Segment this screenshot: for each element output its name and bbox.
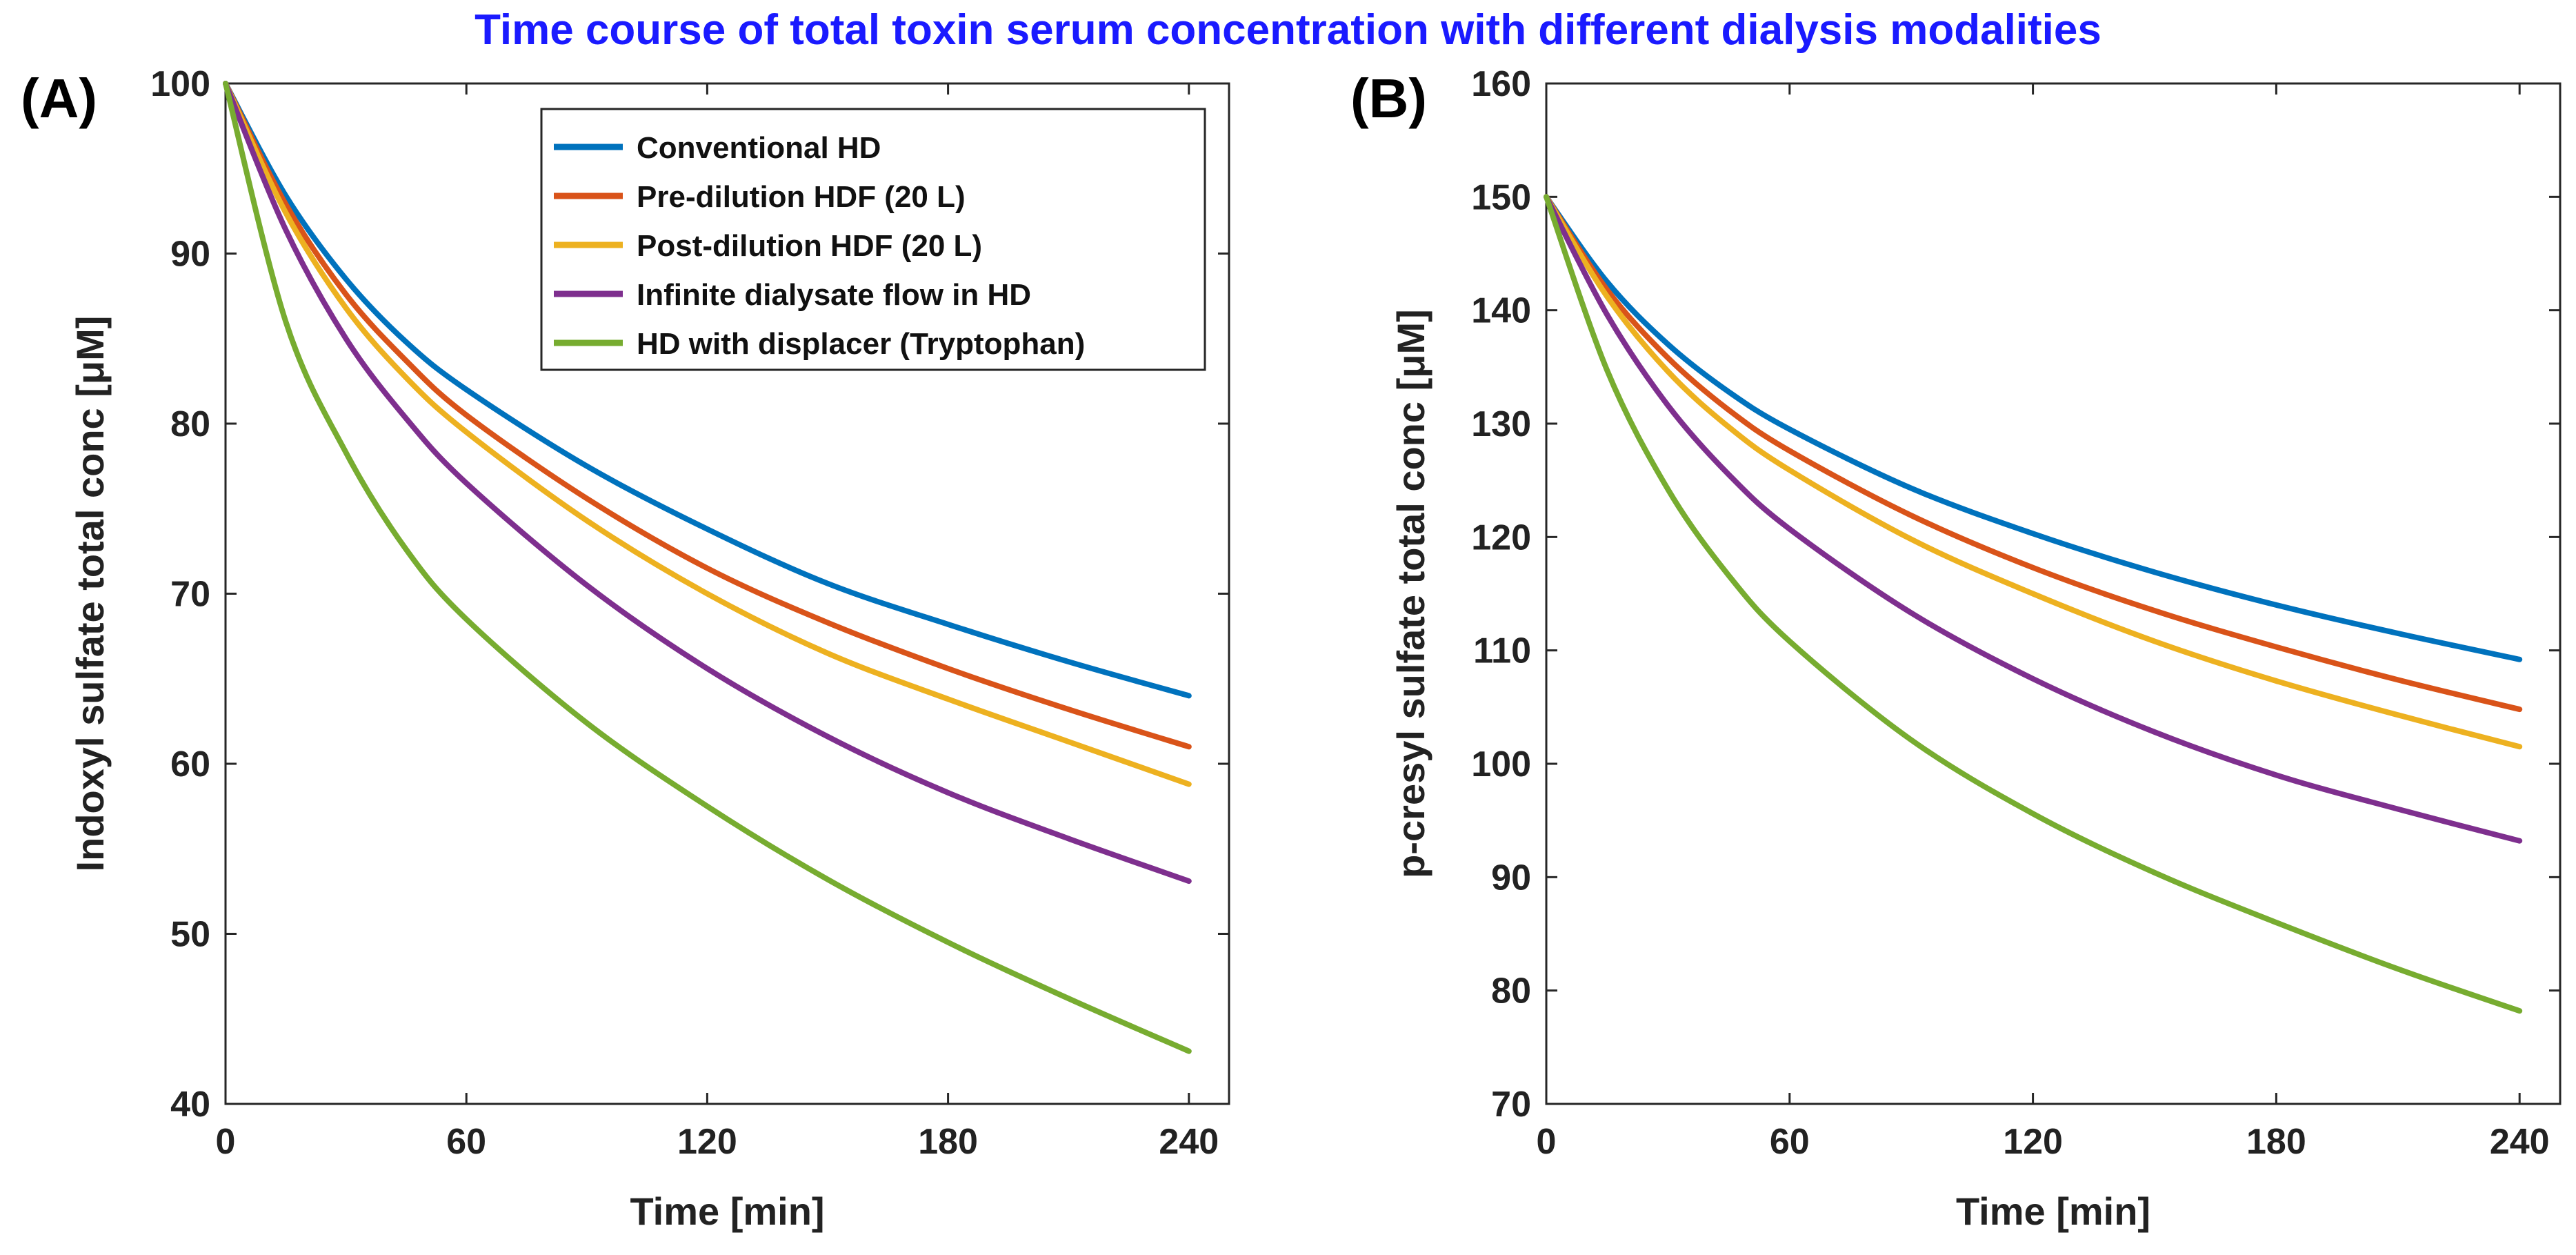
x-tick-label: 240 bbox=[2490, 1122, 2550, 1162]
y-tick-label: 130 bbox=[1471, 404, 1531, 444]
series-line-pre-dilution-hdf-20-l bbox=[1544, 194, 2523, 713]
y-axis-label: Indoxyl sulfate total conc [μM] bbox=[68, 316, 112, 872]
y-tick-label: 100 bbox=[150, 64, 210, 104]
x-tick-label: 0 bbox=[1537, 1122, 1557, 1162]
x-tick-label: 120 bbox=[677, 1122, 737, 1162]
series-line-infinite-dialysate-flow-in-hd bbox=[1544, 194, 2523, 844]
y-tick-label: 120 bbox=[1471, 517, 1531, 557]
y-tick-label: 80 bbox=[1491, 971, 1531, 1011]
x-axis-label: Time [min] bbox=[630, 1189, 824, 1233]
series-line-conventional-hd bbox=[1544, 194, 2523, 662]
y-tick-label: 90 bbox=[1491, 858, 1531, 898]
y-tick-label: 90 bbox=[170, 235, 210, 275]
x-tick-label: 0 bbox=[216, 1122, 236, 1162]
y-tick-label: 70 bbox=[1491, 1085, 1531, 1125]
legend-entry-post-dilution-hdf-20-l: Post-dilution HDF (20 L) bbox=[637, 229, 982, 263]
series-line-conventional-hd bbox=[223, 81, 1192, 699]
panel-b: (B) 0 60 120 180 240 70 80 90 100 110 120 130 140 150 1… bbox=[1350, 64, 2562, 1233]
x-tick-label: 60 bbox=[446, 1122, 486, 1162]
y-tick-label: 80 bbox=[170, 404, 210, 444]
legend-entry-hd-with-displacer-tryptophan: HD with displacer (Tryptophan) bbox=[637, 327, 1085, 361]
x-tick-label: 180 bbox=[2246, 1122, 2306, 1162]
panel-label: (A) bbox=[21, 68, 97, 129]
series-line-post-dilution-hdf-20-l bbox=[1544, 194, 2523, 750]
y-tick-label: 100 bbox=[1471, 744, 1531, 784]
series-line-post-dilution-hdf-20-l bbox=[223, 81, 1192, 787]
plot-frame bbox=[1545, 82, 2562, 1105]
legend-entry-pre-dilution-hdf-20-l: Pre-dilution HDF (20 L) bbox=[637, 180, 966, 214]
y-tick-label: 40 bbox=[170, 1085, 210, 1125]
y-tick-label: 50 bbox=[170, 915, 210, 955]
y-tick-label: 140 bbox=[1471, 291, 1531, 331]
y-tick-label: 60 bbox=[170, 744, 210, 784]
y-axis-label: p-cresyl sulfate total conc [μM] bbox=[1389, 309, 1432, 878]
legend: Conventional HD Pre-dilution HDF (20 L) Po… bbox=[540, 108, 1206, 371]
y-tick-label: 160 bbox=[1471, 64, 1531, 104]
x-axis-label: Time [min] bbox=[1956, 1189, 2150, 1233]
series-line-pre-dilution-hdf-20-l bbox=[223, 81, 1192, 750]
chart-title: Time course of total toxin serum concent… bbox=[475, 6, 2101, 54]
x-tick-label: 180 bbox=[918, 1122, 978, 1162]
x-tick-label: 240 bbox=[1159, 1122, 1219, 1162]
legend-box bbox=[540, 108, 1206, 371]
legend-entry-conventional-hd: Conventional HD bbox=[637, 131, 881, 165]
series-line-infinite-dialysate-flow-in-hd bbox=[223, 81, 1192, 885]
legend-entry-infinite-dialysate-flow-in-hd: Infinite dialysate flow in HD bbox=[637, 278, 1031, 312]
series-line-hd-with-displacer-tryptophan bbox=[1544, 194, 2523, 1014]
y-tick-label: 150 bbox=[1471, 177, 1531, 217]
panel-label: (B) bbox=[1350, 68, 1427, 129]
x-tick-label: 60 bbox=[1770, 1122, 1810, 1162]
y-tick-label: 70 bbox=[170, 575, 210, 615]
panel-a: (A) 0 60 120 180 240 40 50 60 70 80 90 100 Time [min]… bbox=[21, 64, 1230, 1233]
series-line-hd-with-displacer-tryptophan bbox=[223, 81, 1192, 1054]
x-tick-label: 120 bbox=[2003, 1122, 2063, 1162]
y-tick-label: 110 bbox=[1473, 631, 1531, 671]
